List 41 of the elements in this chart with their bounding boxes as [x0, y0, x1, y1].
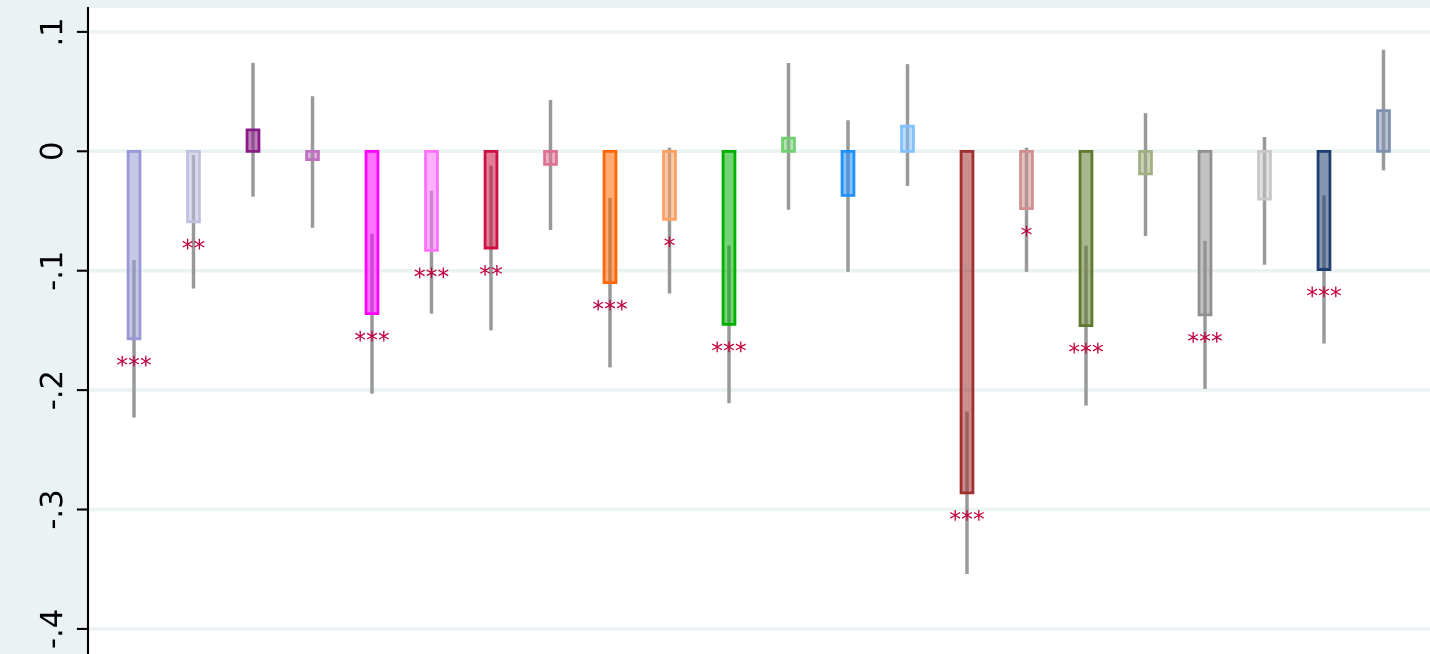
data-label: *** [712, 341, 746, 353]
y-tick-label: -.1 [39, 253, 63, 290]
bar [424, 149, 439, 252]
bar [543, 149, 558, 166]
y-tick-label: -.3 [39, 491, 63, 529]
y-tick-label: -.2 [39, 373, 63, 409]
data-label: *** [950, 509, 984, 521]
bar [186, 149, 201, 224]
bar [662, 149, 677, 221]
bar [900, 124, 915, 153]
data-label: *** [1069, 342, 1103, 354]
data-label: ** [182, 238, 205, 250]
y-tick-label: 0 [39, 143, 63, 159]
bar [781, 136, 796, 153]
data-label: * [1021, 225, 1032, 237]
data-label: *** [1188, 331, 1222, 343]
y-tick-label: -.4 [39, 610, 63, 648]
bar [483, 149, 499, 250]
bar [1138, 149, 1153, 176]
bar [602, 149, 618, 285]
data-label: *** [1307, 286, 1341, 298]
bar [1197, 149, 1213, 317]
bar [959, 149, 975, 495]
bar [721, 149, 737, 326]
bar [305, 149, 320, 162]
y-tick-label: .1 [39, 20, 63, 44]
bar [126, 149, 142, 341]
data-label: * [664, 236, 675, 248]
data-label: *** [117, 355, 151, 367]
bar [1257, 149, 1272, 201]
data-label: *** [355, 330, 389, 342]
bar [1376, 109, 1391, 153]
bar [364, 149, 380, 316]
data-label: *** [593, 299, 627, 311]
bar [1316, 149, 1332, 271]
bar [1019, 149, 1034, 210]
bar [245, 128, 261, 153]
data-label: ** [479, 265, 503, 276]
data-label: *** [414, 267, 449, 279]
bar [840, 149, 856, 197]
bar [1078, 149, 1094, 328]
